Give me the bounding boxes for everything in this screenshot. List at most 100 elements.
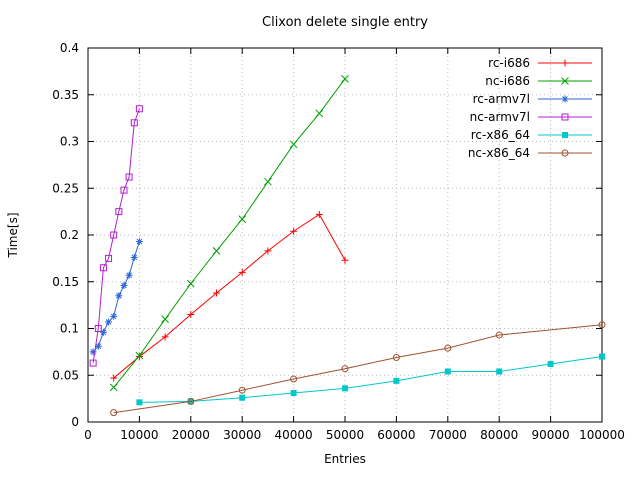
marker-asterisk — [126, 272, 132, 279]
marker-square-open — [105, 254, 113, 262]
series-line-rc-i686 — [113, 213, 346, 379]
series-line-nc-armv7l — [92, 108, 140, 364]
legend-item-nc-x86_64: nc-x86_64 — [468, 146, 592, 160]
legend-item-nc-i686: nc-i686 — [485, 74, 592, 88]
y-tick-label: 0.35 — [52, 88, 79, 102]
x-tick-label: 20000 — [172, 428, 210, 442]
x-tick-label: 60000 — [377, 428, 415, 442]
x-tick-label: 90000 — [532, 428, 570, 442]
marker-square-filled — [136, 399, 143, 406]
y-tick-label: 0.15 — [52, 275, 79, 289]
legend-label: nc-armv7l — [470, 110, 530, 124]
marker-square-open — [130, 119, 138, 127]
marker-cross — [161, 315, 169, 324]
legend-label: nc-x86_64 — [468, 146, 530, 160]
series-rc-armv7l — [89, 238, 143, 356]
marker-cross — [561, 77, 569, 85]
series-line-nc-x86_64 — [113, 324, 603, 414]
chart-title: Clixon delete single entry — [262, 15, 428, 30]
marker-circle-open — [290, 375, 298, 383]
legend-label: nc-i686 — [485, 74, 530, 88]
x-tick-label: 70000 — [429, 428, 467, 442]
marker-square-filled — [562, 132, 568, 138]
x-tick-label: 10000 — [120, 428, 158, 442]
marker-cross — [238, 215, 247, 223]
marker-cross — [109, 383, 118, 392]
series — [89, 75, 606, 417]
marker-asterisk — [562, 96, 568, 102]
marker-asterisk — [95, 343, 102, 350]
x-tick-label: 50000 — [326, 428, 364, 442]
marker-asterisk — [136, 238, 143, 245]
marker-square-filled — [342, 385, 348, 392]
marker-circle-open — [110, 409, 118, 417]
marker-asterisk — [121, 282, 127, 289]
series-nc-x86_64 — [110, 321, 606, 417]
marker-asterisk — [110, 313, 117, 320]
marker-square-open — [120, 186, 128, 194]
marker-cross — [341, 75, 349, 83]
marker-square-open — [99, 264, 107, 272]
marker-square-open — [561, 113, 569, 121]
series-line-rc-armv7l — [92, 241, 140, 353]
marker-circle-open — [598, 321, 606, 329]
series-nc-i686 — [109, 75, 349, 392]
marker-square-filled — [444, 368, 451, 375]
marker-square-open — [89, 359, 97, 367]
legend-label: rc-x86_64 — [471, 128, 530, 142]
x-tick-label: 100000 — [579, 428, 625, 442]
marker-cross — [315, 109, 324, 118]
marker-asterisk — [116, 292, 122, 299]
axes: 0 10000 20000 30000 40000 50000 60000 70000 8000… — [52, 41, 625, 442]
marker-asterisk — [105, 319, 112, 325]
marker-square-open — [115, 208, 123, 216]
marker-square-open — [110, 231, 118, 239]
series-line-rc-x86_64 — [139, 356, 603, 403]
legend-item-rc-i686: rc-i686 — [488, 56, 592, 70]
legend-item-rc-armv7l: rc-armv7l — [473, 92, 592, 106]
legend-label: rc-i686 — [488, 56, 530, 70]
y-tick-label: 0.2 — [60, 228, 79, 242]
marker-square-filled — [290, 390, 297, 397]
series-rc-i686 — [110, 210, 349, 382]
y-axis-label: Time[s] — [6, 213, 20, 259]
marker-square-filled — [239, 394, 246, 401]
x-axis-label: Entries — [324, 452, 366, 466]
series-nc-armv7l — [89, 105, 143, 367]
x-tick-label: 40000 — [275, 428, 313, 442]
marker-square-filled — [496, 368, 503, 375]
y-tick-label: 0.1 — [60, 322, 79, 336]
y-tick-label: 0.05 — [52, 368, 79, 382]
marker-circle-open — [238, 386, 246, 394]
x-tick-label: 80000 — [480, 428, 518, 442]
marker-cross — [264, 177, 272, 186]
y-tick-label: 0.3 — [60, 135, 79, 149]
marker-circle-open — [444, 344, 452, 352]
y-tick-label: 0.4 — [60, 41, 79, 55]
marker-square-open — [94, 325, 102, 332]
marker-square-filled — [599, 353, 605, 360]
marker-square-open — [125, 173, 133, 181]
y-tick-label: 0.25 — [52, 181, 79, 195]
marker-circle-open — [341, 365, 349, 373]
legend-label: rc-armv7l — [473, 92, 530, 106]
y-tick-label: 0 — [71, 415, 79, 429]
marker-square-open — [135, 105, 143, 113]
marker-cross — [212, 247, 221, 255]
legend-item-rc-x86_64: rc-x86_64 — [471, 128, 592, 142]
marker-circle-open — [495, 331, 503, 339]
marker-asterisk — [131, 254, 138, 261]
marker-cross — [186, 279, 195, 288]
x-tick-label: 0 — [84, 428, 92, 442]
marker-cross — [289, 140, 298, 149]
series-line-nc-i686 — [113, 78, 346, 388]
legend: rc-i686 nc-i686 rc-armv7l nc-armv7l rc-x86_6… — [468, 56, 592, 160]
marker-square-filled — [393, 377, 400, 384]
x-tick-label: 30000 — [223, 428, 261, 442]
marker-cross — [135, 351, 144, 360]
marker-asterisk — [100, 329, 107, 336]
marker-circle-open — [187, 397, 195, 405]
marker-square-filled — [547, 361, 554, 368]
